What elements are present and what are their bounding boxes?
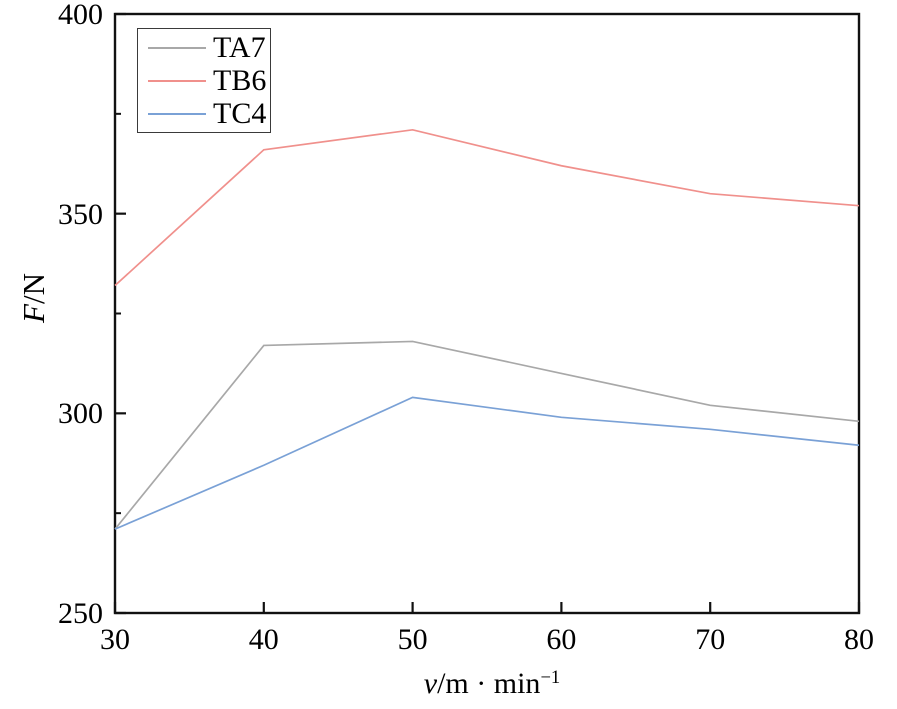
y-axis-title-symbol: F [16,304,51,323]
legend-label: TC4 [213,96,267,130]
legend-item: TA7 [148,31,270,64]
legend-item: TC4 [148,97,270,130]
y-tick-label: 250 [58,597,103,630]
series-line-ta7 [114,340,860,530]
x-tick-label: 80 [844,623,874,656]
x-tick-label: 60 [546,623,577,656]
legend-label: TA7 [213,30,266,64]
x-axis-title: v/m · min−1 [424,667,560,701]
series-line-tc4 [114,396,860,530]
legend-line-sample [148,112,206,115]
y-axis-title-unit: /N [16,273,51,305]
legend: TA7 TB6 TC4 [137,28,271,133]
x-tick-label: 30 [100,623,130,656]
x-tick-label: 50 [397,623,428,656]
y-tick-label: 400 [58,0,103,31]
x-tick-label: 70 [695,623,726,656]
x-axis-title-unit: /m · min [437,667,541,701]
series-line-tb6 [114,128,860,287]
x-axis-title-exponent: −1 [540,667,561,688]
legend-line-sample [148,46,206,49]
x-tick-label: 40 [248,623,279,656]
y-tick-label: 300 [58,397,103,431]
legend-line-sample [148,79,206,82]
legend-item: TB6 [148,64,270,97]
x-axis-title-symbol: v [423,667,438,701]
legend-label: TB6 [213,63,267,97]
y-tick-label: 350 [58,197,103,231]
y-axis-title: F/N [16,273,52,323]
